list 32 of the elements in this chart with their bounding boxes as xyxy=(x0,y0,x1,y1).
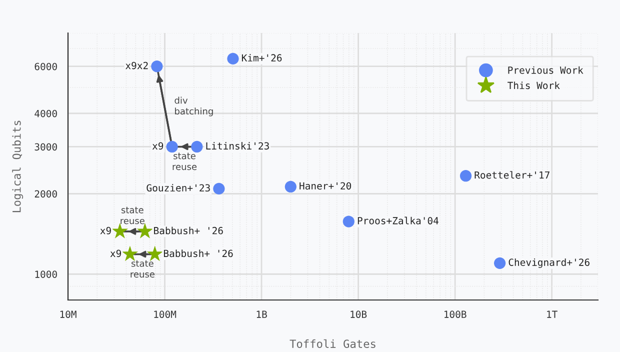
legend-label: This Work xyxy=(508,82,560,90)
x-tick-label: 10B xyxy=(350,310,367,318)
y-tick-label: 6000 xyxy=(34,62,57,70)
annotation: x9 xyxy=(100,226,111,234)
x-tick-label: 100M xyxy=(154,310,176,318)
x-axis-title: Toffoli Gates xyxy=(290,339,376,348)
annotation: Roetteler+'17 xyxy=(474,171,550,179)
annotation: Babbush+ '26 xyxy=(154,226,223,234)
annotation: Chevignard+'26 xyxy=(508,258,590,268)
annotation: Proos+Zalka'04 xyxy=(358,216,438,224)
x-tick-label: 10M xyxy=(60,310,76,318)
annotation: Babbush+ '26 xyxy=(164,250,233,258)
annotation: x9 xyxy=(152,142,164,150)
annotation: state reuse xyxy=(172,152,197,170)
annotation: state reuse xyxy=(120,206,144,224)
y-tick-label: 1000 xyxy=(35,270,57,278)
annotation: div batching xyxy=(174,96,213,116)
x-tick-label: 1T xyxy=(547,310,558,318)
y-tick-label: 4000 xyxy=(34,110,57,118)
annotation: Kim+'26 xyxy=(242,54,282,62)
legend-label: Previous Work xyxy=(508,66,584,74)
y-tick-label: 3000 xyxy=(34,143,57,151)
annotation: Litinski'23 xyxy=(206,142,269,150)
y-axis-title: Logical Qubits xyxy=(12,120,24,212)
annotation: x9 xyxy=(110,250,121,258)
annotation: Haner+'20 xyxy=(300,182,352,190)
x-tick-label: 100B xyxy=(444,310,466,318)
y-tick-label: 2000 xyxy=(34,190,57,198)
annotation: state reuse xyxy=(130,260,154,278)
annotation: Gouzien+'23 xyxy=(146,184,210,192)
annotation: x9x2 xyxy=(126,62,148,70)
x-tick-label: 1B xyxy=(256,310,267,318)
